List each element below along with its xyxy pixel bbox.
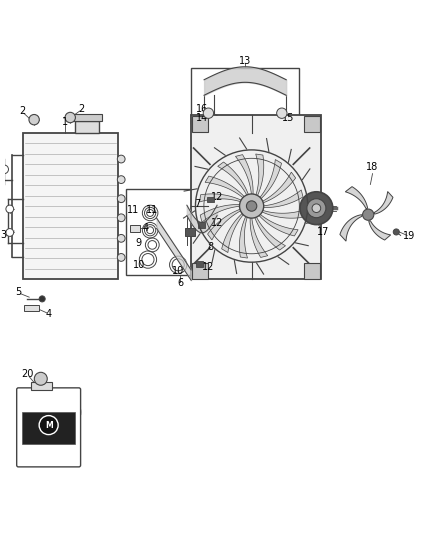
Circle shape xyxy=(277,108,287,118)
Bar xyxy=(192,263,208,279)
Text: 12: 12 xyxy=(211,192,223,203)
Text: 6: 6 xyxy=(177,278,184,288)
Polygon shape xyxy=(250,215,268,257)
Circle shape xyxy=(117,214,125,222)
Polygon shape xyxy=(218,162,249,197)
Circle shape xyxy=(247,201,257,211)
Bar xyxy=(304,116,320,132)
Text: 10: 10 xyxy=(133,260,145,270)
Text: 4: 4 xyxy=(143,223,149,233)
Text: 1: 1 xyxy=(63,117,68,127)
Circle shape xyxy=(65,112,75,123)
Circle shape xyxy=(39,416,58,434)
Text: 12: 12 xyxy=(202,262,215,271)
Text: 11: 11 xyxy=(127,205,139,215)
Polygon shape xyxy=(222,212,245,253)
Polygon shape xyxy=(200,205,242,222)
Text: 11: 11 xyxy=(146,205,159,215)
Circle shape xyxy=(117,235,125,242)
Bar xyxy=(23,133,118,279)
Polygon shape xyxy=(254,215,286,250)
Polygon shape xyxy=(205,176,246,199)
Polygon shape xyxy=(240,214,248,258)
Polygon shape xyxy=(261,190,303,207)
Polygon shape xyxy=(260,209,304,218)
Polygon shape xyxy=(255,154,264,198)
Circle shape xyxy=(29,115,39,125)
Bar xyxy=(192,116,208,132)
Circle shape xyxy=(312,204,321,213)
Circle shape xyxy=(6,229,14,236)
Text: 13: 13 xyxy=(239,56,251,67)
Bar xyxy=(304,263,320,279)
Circle shape xyxy=(307,199,326,217)
Text: 18: 18 xyxy=(367,162,379,172)
Circle shape xyxy=(39,296,45,302)
Bar xyxy=(207,197,214,201)
Circle shape xyxy=(363,209,374,220)
Bar xyxy=(130,224,140,231)
Text: 4: 4 xyxy=(46,309,52,319)
Text: 3: 3 xyxy=(0,230,7,240)
Bar xyxy=(72,114,102,120)
Bar xyxy=(31,382,52,390)
Text: 9: 9 xyxy=(135,238,141,248)
Polygon shape xyxy=(260,172,296,204)
Text: 17: 17 xyxy=(317,227,329,237)
Circle shape xyxy=(203,108,214,118)
Text: 14: 14 xyxy=(196,112,208,123)
Circle shape xyxy=(117,155,125,163)
Circle shape xyxy=(6,205,14,213)
Bar xyxy=(75,120,99,133)
Text: 5: 5 xyxy=(15,287,21,297)
Bar xyxy=(24,304,39,311)
Circle shape xyxy=(117,195,125,203)
Circle shape xyxy=(240,194,264,218)
Polygon shape xyxy=(258,159,282,200)
Polygon shape xyxy=(258,213,298,236)
Bar xyxy=(198,222,205,228)
Circle shape xyxy=(0,165,8,174)
Bar xyxy=(191,115,321,279)
Polygon shape xyxy=(374,191,393,214)
Bar xyxy=(127,189,234,275)
Text: 8: 8 xyxy=(208,241,214,252)
Text: 16: 16 xyxy=(196,104,208,114)
Text: 20: 20 xyxy=(21,369,33,379)
Bar xyxy=(185,228,195,236)
Text: 12: 12 xyxy=(211,219,223,228)
Text: 19: 19 xyxy=(403,231,415,241)
Bar xyxy=(196,261,203,266)
Circle shape xyxy=(300,192,333,224)
Circle shape xyxy=(393,229,399,235)
Polygon shape xyxy=(236,155,253,197)
Polygon shape xyxy=(340,215,362,241)
Circle shape xyxy=(117,176,125,183)
Polygon shape xyxy=(369,221,391,240)
Circle shape xyxy=(117,254,125,261)
Text: 15: 15 xyxy=(282,112,294,123)
Text: M: M xyxy=(45,421,53,430)
Polygon shape xyxy=(208,208,243,240)
Text: 7: 7 xyxy=(194,199,201,209)
Text: 2: 2 xyxy=(78,104,84,114)
Bar xyxy=(191,68,299,124)
Polygon shape xyxy=(345,187,367,208)
FancyBboxPatch shape xyxy=(17,388,81,467)
Polygon shape xyxy=(200,194,244,203)
Text: 10: 10 xyxy=(172,266,184,276)
Bar xyxy=(22,412,75,444)
Circle shape xyxy=(34,373,47,385)
Text: 2: 2 xyxy=(19,106,25,116)
